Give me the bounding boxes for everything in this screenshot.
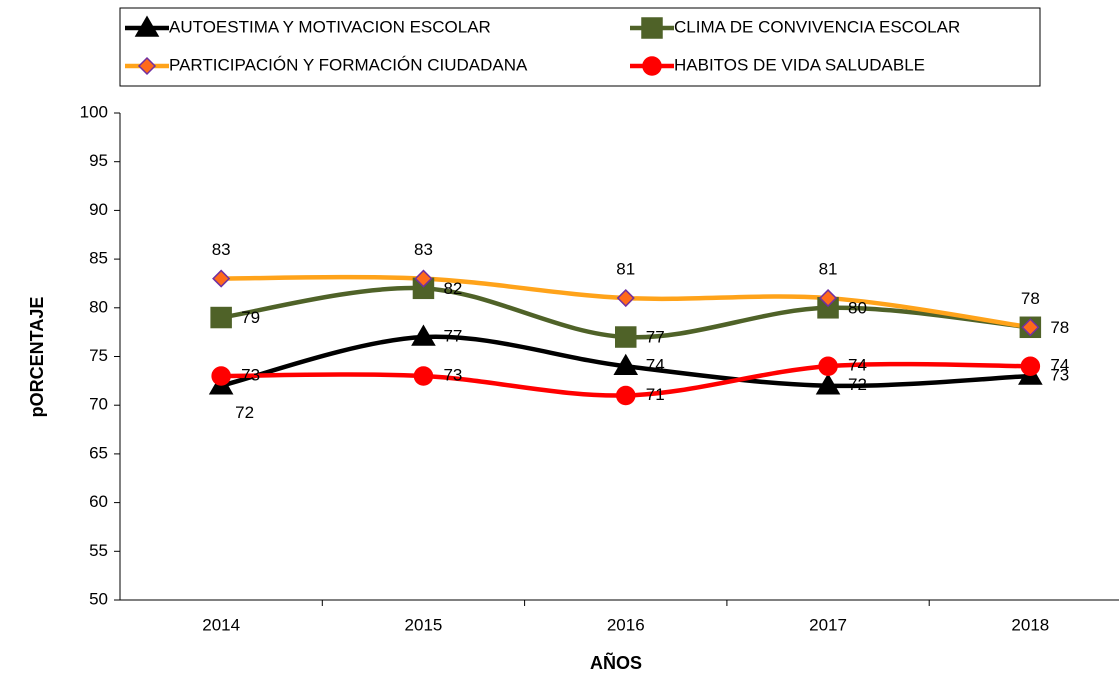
legend-marker — [137, 56, 157, 76]
x-tick-label: 2018 — [1011, 615, 1049, 634]
legend-label: AUTOESTIMA Y MOTIVACION ESCOLAR — [169, 17, 491, 36]
legend-marker — [642, 56, 662, 76]
data-label: 83 — [414, 240, 433, 259]
data-label: 72 — [235, 403, 254, 422]
y-tick-label: 80 — [89, 297, 108, 316]
data-label: 78 — [1021, 289, 1040, 308]
y-tick-label: 70 — [89, 395, 108, 414]
legend-label: PARTICIPACIÓN Y FORMACIÓN CIUDADANA — [169, 55, 528, 74]
data-label: 72 — [848, 375, 867, 394]
data-label: 73 — [1050, 365, 1069, 384]
y-tick-label: 60 — [89, 492, 108, 511]
data-point — [211, 366, 231, 386]
data-label: 77 — [646, 328, 665, 347]
data-label: 73 — [241, 365, 260, 384]
legend-marker — [134, 15, 160, 37]
data-label: 82 — [443, 279, 462, 298]
y-tick-label: 85 — [89, 249, 108, 268]
x-tick-label: 2015 — [405, 615, 443, 634]
data-point — [818, 356, 838, 376]
y-tick-label: 100 — [80, 102, 108, 121]
data-point — [616, 385, 636, 406]
data-point — [1020, 356, 1041, 376]
data-label: 79 — [241, 308, 260, 327]
data-label: 80 — [848, 298, 867, 317]
y-tick-label: 75 — [89, 346, 108, 365]
y-tick-label: 95 — [89, 151, 108, 170]
legend-marker — [641, 17, 663, 39]
y-tick-label: 50 — [89, 589, 108, 608]
x-axis-label: AÑOS — [590, 652, 642, 673]
data-label: 74 — [1050, 356, 1069, 375]
data-point — [212, 269, 231, 288]
data-point — [616, 288, 635, 308]
x-tick-label: 2014 — [202, 615, 240, 634]
data-point — [613, 353, 639, 375]
y-axis-label: pORCENTAJE — [27, 297, 47, 418]
y-tick-label: 55 — [89, 541, 108, 560]
x-tick-label: 2016 — [607, 615, 645, 634]
data-label: 83 — [212, 240, 231, 259]
legend-label: HABITOS DE VIDA SALUDABLE — [674, 55, 925, 74]
data-point — [818, 288, 838, 308]
legend-box — [119, 7, 1041, 87]
data-label: 81 — [616, 260, 635, 279]
data-point — [815, 373, 841, 395]
data-point — [414, 269, 433, 288]
data-label: 81 — [819, 260, 838, 279]
data-point — [615, 326, 637, 348]
data-label: 78 — [1050, 318, 1069, 337]
data-point — [411, 324, 436, 346]
data-label: 74 — [646, 356, 665, 375]
data-label: 71 — [646, 385, 665, 404]
y-tick-label: 90 — [89, 200, 108, 219]
data-label: 73 — [443, 365, 462, 384]
data-point — [210, 306, 232, 329]
data-point — [1021, 318, 1040, 337]
legend-label: CLIMA DE CONVIVENCIA ESCOLAR — [674, 17, 960, 36]
data-label: 77 — [443, 327, 462, 346]
y-tick-label: 65 — [89, 443, 108, 462]
data-label: 74 — [848, 356, 867, 375]
data-point — [413, 366, 434, 386]
x-tick-label: 2017 — [809, 615, 847, 634]
